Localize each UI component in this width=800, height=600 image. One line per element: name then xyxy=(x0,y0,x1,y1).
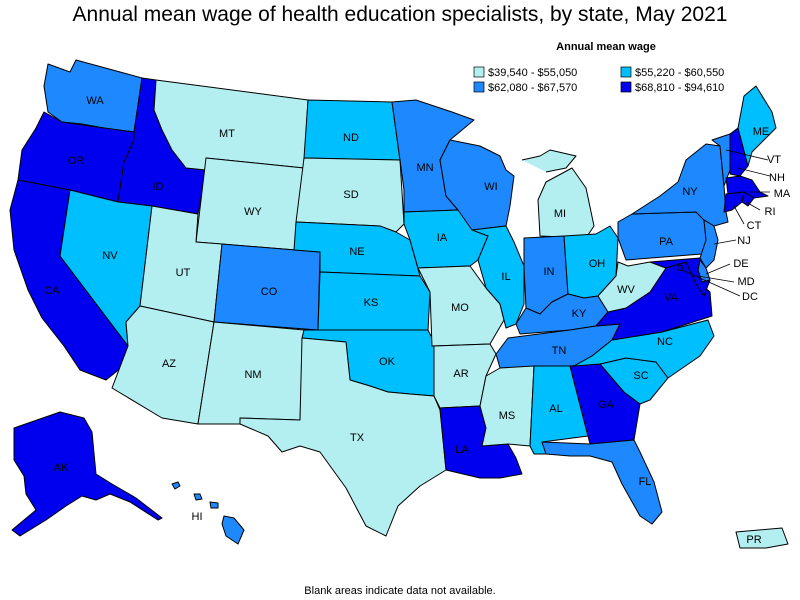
label-dc: DC xyxy=(742,291,758,303)
legend: Annual mean wage $39,540 - $55,050 $55,2… xyxy=(473,41,724,94)
label-wi: WI xyxy=(484,181,497,193)
state-pr[interactable] xyxy=(735,527,789,549)
label-pa: PA xyxy=(659,236,674,248)
state-hi[interactable] xyxy=(171,481,245,545)
label-al: AL xyxy=(549,403,562,415)
label-de: DE xyxy=(733,258,748,270)
label-ar: AR xyxy=(453,368,468,380)
state-nj[interactable] xyxy=(699,219,719,269)
label-hi: HI xyxy=(192,511,203,523)
label-ga: GA xyxy=(598,399,615,411)
state-mt[interactable] xyxy=(153,79,309,171)
label-md: MD xyxy=(737,276,754,288)
label-va: VA xyxy=(664,292,679,304)
label-tx: TX xyxy=(350,432,365,444)
state-ak[interactable] xyxy=(11,411,163,537)
label-nm: NM xyxy=(244,369,261,381)
label-or: OR xyxy=(68,155,85,167)
label-ny: NY xyxy=(682,186,698,198)
legend-label-bin-2: $55,220 - $60,550 xyxy=(635,67,724,79)
label-ri: RI xyxy=(765,206,776,218)
state-fl[interactable] xyxy=(541,439,663,525)
label-ut: UT xyxy=(176,267,191,279)
label-co: CO xyxy=(261,286,278,298)
label-nh: NH xyxy=(769,172,785,184)
label-wy: WY xyxy=(244,206,262,218)
label-nj: NJ xyxy=(737,235,750,247)
state-ms[interactable] xyxy=(479,365,535,447)
label-ak: AK xyxy=(54,462,69,474)
legend-swatch-bin-4 xyxy=(620,81,632,93)
state-dc[interactable] xyxy=(677,265,683,271)
label-ks: KS xyxy=(364,297,379,309)
footnote: Blank areas indicate data not available. xyxy=(304,585,495,597)
label-wa: WA xyxy=(86,95,104,107)
map-title: Annual mean wage of health education spe… xyxy=(73,3,728,26)
state-wi[interactable] xyxy=(439,139,515,231)
label-mn: MN xyxy=(416,162,433,174)
label-vt: VT xyxy=(767,154,781,166)
state-tx[interactable] xyxy=(239,337,447,537)
state-nd[interactable] xyxy=(303,99,401,161)
label-id: ID xyxy=(153,181,164,193)
state-me[interactable] xyxy=(737,85,777,167)
label-ma: MA xyxy=(774,188,791,200)
state-labels: WA OR CA ID NV MT WY UT AZ CO NM ND SD N… xyxy=(44,95,791,546)
legend-label-bin-3: $62,080 - $67,570 xyxy=(488,82,577,94)
legend-title: Annual mean wage xyxy=(556,41,656,53)
label-sd: SD xyxy=(343,189,358,201)
label-oh: OH xyxy=(589,258,606,270)
state-mi[interactable] xyxy=(521,149,595,239)
label-az: AZ xyxy=(162,358,176,370)
leader-lines xyxy=(681,149,771,297)
label-ok: OK xyxy=(379,356,396,368)
label-ms: MS xyxy=(499,410,516,422)
label-mt: MT xyxy=(219,128,235,140)
label-sc: SC xyxy=(633,370,648,382)
state-ct[interactable] xyxy=(723,191,745,213)
states-layer xyxy=(9,59,789,549)
label-ct: CT xyxy=(747,220,762,232)
label-mo: MO xyxy=(451,302,469,314)
label-nd: ND xyxy=(343,132,359,144)
label-tn: TN xyxy=(552,345,567,357)
label-il: IL xyxy=(501,271,510,283)
state-md[interactable] xyxy=(649,257,711,297)
label-nv: NV xyxy=(102,250,118,262)
legend-swatch-bin-1 xyxy=(473,66,485,78)
state-wy[interactable] xyxy=(195,157,305,251)
label-pr: PR xyxy=(746,534,761,546)
legend-swatch-bin-3 xyxy=(473,81,485,93)
state-il[interactable] xyxy=(471,225,525,329)
label-me: ME xyxy=(753,126,770,138)
label-ky: KY xyxy=(572,308,587,320)
legend-label-bin-1: $39,540 - $55,050 xyxy=(488,67,577,79)
label-mi: MI xyxy=(554,208,566,220)
label-ia: IA xyxy=(437,232,448,244)
state-ks[interactable] xyxy=(317,271,431,331)
label-ca: CA xyxy=(44,285,60,297)
label-nc: NC xyxy=(657,336,673,348)
legend-label-bin-4: $68,810 - $94,610 xyxy=(635,82,724,94)
label-in: IN xyxy=(544,266,555,278)
label-fl: FL xyxy=(639,476,652,488)
label-wv: WV xyxy=(617,284,635,296)
label-ne: NE xyxy=(349,246,364,258)
legend-swatch-bin-2 xyxy=(620,66,632,78)
label-la: LA xyxy=(455,444,469,456)
